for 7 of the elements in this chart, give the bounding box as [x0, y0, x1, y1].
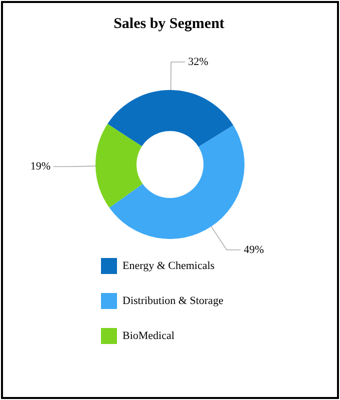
legend-label: Energy & Chemicals: [122, 260, 215, 272]
data-label: 49%: [244, 244, 264, 256]
chart-title: Sales by Segment: [112, 16, 226, 33]
legend-label: Distribution & Storage: [122, 294, 224, 307]
legend-label: BioMedical: [122, 330, 174, 342]
data-label: 19%: [30, 160, 51, 173]
data-label: 32%: [188, 56, 208, 68]
